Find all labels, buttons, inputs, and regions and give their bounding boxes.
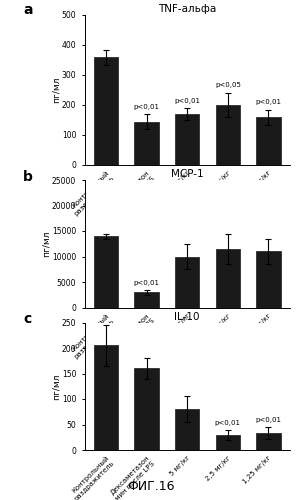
Text: c: c xyxy=(23,312,31,326)
Bar xyxy=(134,292,159,308)
Bar xyxy=(175,114,199,165)
Text: a: a xyxy=(23,3,32,17)
Y-axis label: пг/мл: пг/мл xyxy=(51,76,60,104)
Bar xyxy=(134,122,159,165)
Bar xyxy=(175,256,199,308)
Text: ФИГ.16: ФИГ.16 xyxy=(127,480,175,492)
Bar xyxy=(216,434,240,450)
Text: p<0,01: p<0,01 xyxy=(134,280,160,286)
Bar xyxy=(216,105,240,165)
Text: p<0,05: p<0,05 xyxy=(215,82,241,88)
Title: MCP-1: MCP-1 xyxy=(171,169,204,179)
Bar xyxy=(94,57,118,165)
Y-axis label: пг/мл: пг/мл xyxy=(42,230,51,257)
Bar xyxy=(175,409,199,450)
Bar xyxy=(94,236,118,308)
Bar xyxy=(94,346,118,450)
Text: α-MSH: α-MSH xyxy=(210,243,246,253)
Bar xyxy=(134,368,159,450)
Title: IL-10: IL-10 xyxy=(175,312,200,322)
Bar xyxy=(256,117,281,165)
Text: p<0,01: p<0,01 xyxy=(255,99,281,105)
Text: p<0,01: p<0,01 xyxy=(215,420,241,426)
Text: p<0,01: p<0,01 xyxy=(134,104,160,110)
Bar xyxy=(256,433,281,450)
Text: α-MSH: α-MSH xyxy=(210,374,246,384)
Bar xyxy=(256,252,281,308)
Y-axis label: пг/мл: пг/мл xyxy=(51,373,60,400)
Bar xyxy=(216,249,240,308)
Text: b: b xyxy=(23,170,33,184)
Text: p<0,01: p<0,01 xyxy=(255,417,281,423)
Title: TNF-альфа: TNF-альфа xyxy=(158,4,216,14)
Text: p<0,01: p<0,01 xyxy=(174,98,200,103)
